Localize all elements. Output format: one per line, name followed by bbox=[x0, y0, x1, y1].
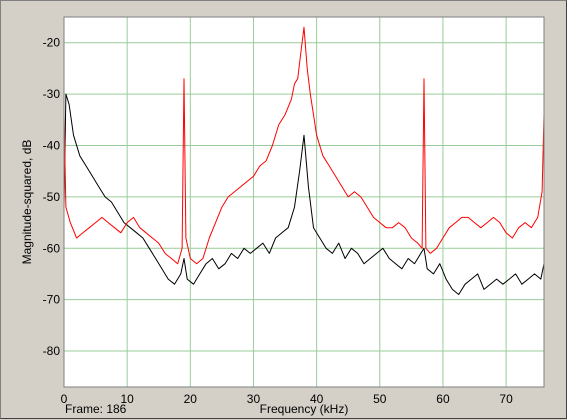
x-tick-label: 70 bbox=[499, 392, 513, 406]
x-tick-label: 50 bbox=[373, 392, 387, 406]
plot-border bbox=[63, 16, 545, 388]
y-tick-label: -70 bbox=[43, 293, 61, 307]
y-tick-label: -60 bbox=[43, 241, 61, 255]
y-tick-label: -20 bbox=[43, 36, 61, 50]
x-tick-label: 20 bbox=[184, 392, 198, 406]
grid bbox=[63, 17, 544, 387]
x-axis-label: Frequency (kHz) bbox=[260, 402, 349, 416]
x-tick-label: 60 bbox=[436, 392, 450, 406]
y-axis-ticks: -20 -30 -40 -50 -60 -70 -80 bbox=[43, 36, 61, 358]
x-tick-label: 30 bbox=[247, 392, 261, 406]
y-tick-label: -30 bbox=[43, 87, 61, 101]
frame-label: Frame: 186 bbox=[65, 402, 127, 416]
x-tick-label: 10 bbox=[120, 392, 134, 406]
series-line-0 bbox=[63, 93, 545, 295]
x-axis-ticks: 0 10 20 30 40 50 60 70 bbox=[61, 392, 513, 406]
x-tick-label: 0 bbox=[61, 392, 68, 406]
plot-area bbox=[64, 17, 544, 387]
y-tick-label: -50 bbox=[43, 190, 61, 204]
y-tick-label: -80 bbox=[43, 344, 61, 358]
x-tick-label: 40 bbox=[310, 392, 324, 406]
series-line-1 bbox=[63, 26, 545, 265]
y-axis-label: Magnitude-squared, dB bbox=[20, 140, 34, 265]
y-tick-label: -40 bbox=[43, 138, 61, 152]
series-layer bbox=[63, 26, 545, 295]
